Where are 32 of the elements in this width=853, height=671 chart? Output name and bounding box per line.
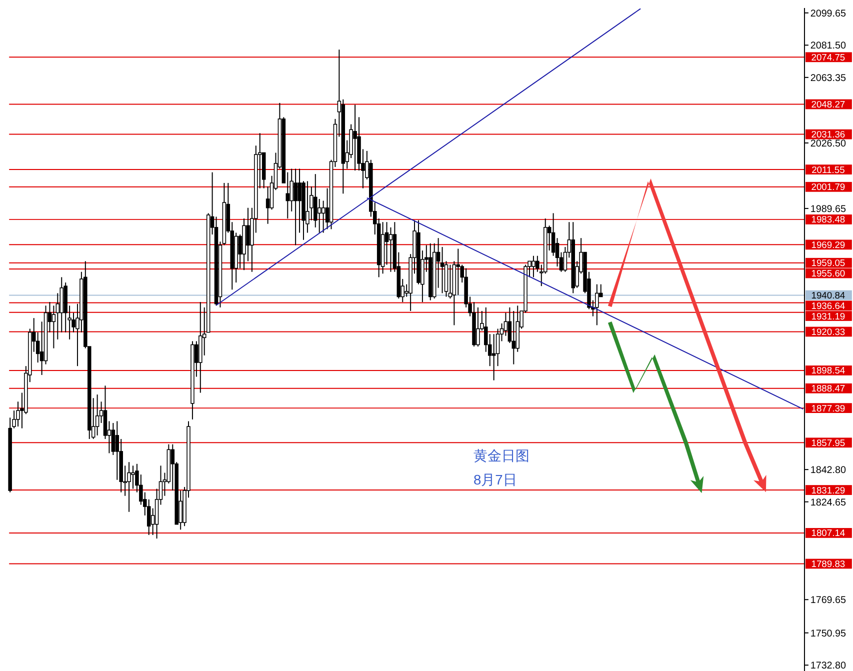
annotation: 黄金日图 <box>473 448 530 464</box>
y-tick-label: 1732.80 <box>810 660 847 671</box>
ref-line-label: 1898.54 <box>811 366 846 376</box>
y-tick-label: 1824.65 <box>810 497 847 508</box>
y-tick-label: 2026.50 <box>810 138 847 150</box>
ref-line-label: 2031.36 <box>811 130 846 140</box>
annotation: 8月7日 <box>473 471 517 488</box>
ref-line-label: 1983.48 <box>811 214 846 225</box>
y-tick-label: 2063.35 <box>810 72 847 84</box>
y-tick-label: 1842.80 <box>810 465 847 476</box>
ref-line-label: 1888.47 <box>811 384 846 394</box>
ref-line-label: 1969.29 <box>811 240 846 250</box>
y-tick-label: 1750.95 <box>810 628 847 640</box>
ref-line-label: 1936.64 <box>811 300 846 311</box>
ref-line-label: 1831.29 <box>811 485 846 496</box>
ref-line-label: 2048.27 <box>811 100 846 110</box>
ref-line-label: 1955.60 <box>811 268 846 279</box>
ref-line-label: 1940.84 <box>811 290 846 301</box>
ref-line-label: 1789.83 <box>811 559 846 570</box>
y-tick-label: 1989.65 <box>810 204 847 215</box>
ref-line-label: 1959.05 <box>811 258 846 268</box>
ref-line-label: 1807.14 <box>811 528 846 538</box>
ref-line-label: 2074.75 <box>811 52 846 62</box>
y-tick-label: 2099.65 <box>810 8 847 20</box>
ref-line-label: 2001.79 <box>811 182 846 192</box>
ref-line-label: 1877.39 <box>811 403 846 414</box>
y-tick-label: 1769.65 <box>810 595 847 606</box>
ref-line-label: 1931.19 <box>811 311 846 322</box>
ref-line-label: 1920.33 <box>811 327 846 337</box>
y-tick-label: 2081.50 <box>810 40 847 52</box>
ref-line-label: 1857.95 <box>811 438 846 448</box>
ref-line-label: 2011.55 <box>812 164 845 175</box>
